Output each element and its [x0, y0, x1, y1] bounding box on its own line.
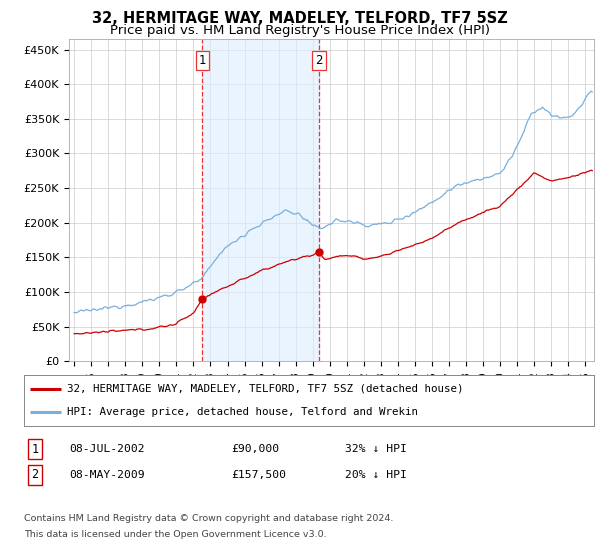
Text: 32% ↓ HPI: 32% ↓ HPI	[345, 444, 407, 454]
Text: 08-JUL-2002: 08-JUL-2002	[69, 444, 145, 454]
Text: This data is licensed under the Open Government Licence v3.0.: This data is licensed under the Open Gov…	[24, 530, 326, 539]
Text: Contains HM Land Registry data © Crown copyright and database right 2024.: Contains HM Land Registry data © Crown c…	[24, 514, 394, 523]
Text: 1: 1	[31, 442, 38, 456]
Text: £157,500: £157,500	[231, 470, 286, 480]
Text: £90,000: £90,000	[231, 444, 279, 454]
Text: 32, HERMITAGE WAY, MADELEY, TELFORD, TF7 5SZ (detached house): 32, HERMITAGE WAY, MADELEY, TELFORD, TF7…	[67, 384, 463, 394]
Text: 32, HERMITAGE WAY, MADELEY, TELFORD, TF7 5SZ: 32, HERMITAGE WAY, MADELEY, TELFORD, TF7…	[92, 11, 508, 26]
Text: 2: 2	[31, 468, 38, 482]
Text: 20% ↓ HPI: 20% ↓ HPI	[345, 470, 407, 480]
Text: 2: 2	[315, 54, 323, 67]
Bar	[202, 39, 319, 361]
Text: HPI: Average price, detached house, Telford and Wrekin: HPI: Average price, detached house, Telf…	[67, 407, 418, 417]
Text: 08-MAY-2009: 08-MAY-2009	[69, 470, 145, 480]
Text: Price paid vs. HM Land Registry's House Price Index (HPI): Price paid vs. HM Land Registry's House …	[110, 24, 490, 37]
Text: 1: 1	[199, 54, 206, 67]
